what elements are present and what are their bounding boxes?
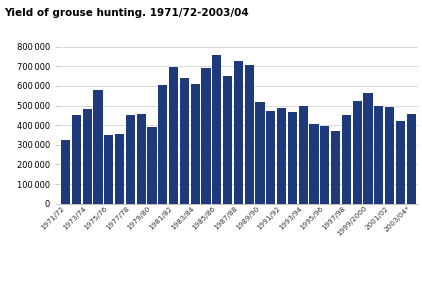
Bar: [147, 127, 157, 204]
Bar: [201, 68, 211, 204]
Bar: [407, 114, 416, 204]
Bar: [245, 65, 254, 204]
Bar: [212, 55, 222, 204]
Bar: [320, 126, 330, 204]
Bar: [137, 114, 146, 204]
Text: Yield of grouse hunting. 1971/72-2003/04: Yield of grouse hunting. 1971/72-2003/04: [4, 8, 249, 18]
Bar: [234, 61, 243, 204]
Bar: [169, 67, 178, 204]
Bar: [396, 121, 405, 204]
Bar: [385, 107, 394, 204]
Bar: [309, 124, 319, 204]
Bar: [299, 106, 308, 204]
Bar: [72, 115, 81, 204]
Bar: [266, 112, 276, 204]
Bar: [331, 132, 340, 204]
Bar: [288, 112, 297, 204]
Bar: [255, 102, 265, 204]
Bar: [115, 134, 124, 204]
Bar: [180, 78, 189, 204]
Bar: [342, 115, 351, 204]
Bar: [363, 93, 373, 204]
Bar: [61, 140, 70, 204]
Bar: [104, 135, 114, 204]
Bar: [353, 101, 362, 204]
Bar: [93, 90, 103, 204]
Bar: [374, 106, 384, 204]
Bar: [158, 85, 168, 204]
Bar: [191, 84, 200, 204]
Bar: [223, 76, 232, 204]
Bar: [277, 108, 286, 204]
Bar: [83, 110, 92, 204]
Bar: [126, 115, 135, 204]
